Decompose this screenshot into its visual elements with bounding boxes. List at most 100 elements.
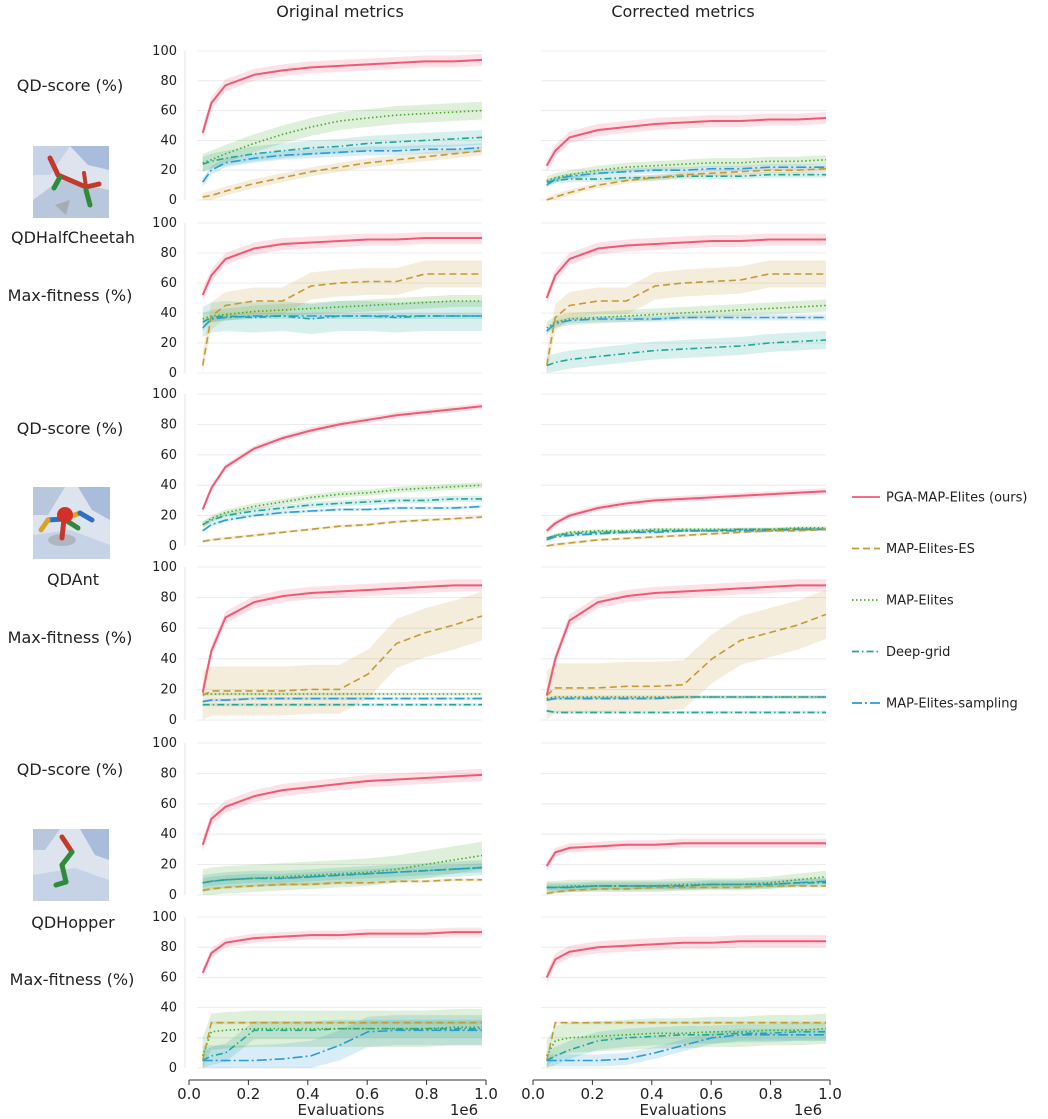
line-map-elites <box>546 159 827 182</box>
x-tick-label: 0.6 <box>355 1085 379 1103</box>
panel-qdant-max-fitness-original-metrics: 0 20 40 60 80 100 <box>152 560 483 728</box>
y-tick-label: 100 <box>152 216 177 231</box>
band-deep-grid <box>202 130 482 172</box>
y-tick-label: 80 <box>160 940 177 955</box>
band-map-elites <box>546 299 826 334</box>
band-pga-map-elites-ours <box>202 927 482 978</box>
line-pga-map-elites-ours <box>545 842 826 867</box>
row-label-ant-qd: QD-score (%) <box>17 419 123 438</box>
panel-qdant-qd-score-original-metrics: 0 20 40 60 80 100 <box>152 387 483 554</box>
band-map-elites-es <box>202 146 482 200</box>
y-tick-label: 80 <box>160 591 177 606</box>
line-map-elites-sampling <box>546 696 826 701</box>
band-deep-grid <box>202 1019 482 1068</box>
band-map-elites-es <box>546 165 826 200</box>
env-label-hopper: QDHopper <box>31 913 115 932</box>
x-multiplier-original: 1e6 <box>450 1101 478 1119</box>
y-tick-label: 100 <box>152 736 177 751</box>
line-map-elites-sampling <box>202 697 482 703</box>
panel-qdhopper-qd-score-corrected-metrics <box>541 742 827 896</box>
band-pga-map-elites-ours <box>546 112 826 172</box>
legend-label: MAP-Elites-ES <box>886 542 975 557</box>
panel-grid: 0 20 40 60 80 100 0 20 40 60 80 100 0 20 40 60 80 100 0 20 4… <box>152 44 827 1076</box>
line-map-elites-sampling <box>202 505 483 532</box>
halfcheetah-thumbnail-icon <box>33 146 109 218</box>
legend-label: PGA-MAP-Elites (ours) <box>886 491 1027 506</box>
y-tick-label: 20 <box>160 1031 177 1046</box>
legend: PGA-MAP-Elites (ours) MAP-Elites-ES MAP-El… <box>852 491 1027 712</box>
y-tick-label: 0 <box>169 539 177 554</box>
line-map-elites-es <box>546 528 827 547</box>
band-map-elites <box>202 101 482 172</box>
y-tick-label: 60 <box>160 104 177 119</box>
line-map-elites <box>546 876 827 889</box>
line-map-elites-es <box>545 1021 826 1061</box>
line-pga-map-elites-ours <box>201 773 483 846</box>
x-tick-label: 0.8 <box>759 1085 783 1103</box>
row-label-hopper-max: Max-fitness (%) <box>10 970 135 989</box>
line-map-elites <box>201 1026 482 1057</box>
legend-label: Deep-grid <box>886 645 950 660</box>
x-tick-label: 1.0 <box>474 1085 498 1103</box>
hopper-thumbnail-icon <box>33 829 109 901</box>
x-tick-label: 0.6 <box>699 1085 723 1103</box>
line-deep-grid <box>546 1031 826 1062</box>
line-map-elites-es <box>546 167 827 201</box>
panel-qdhalfcheetah-qd-score-corrected-metrics <box>541 50 827 201</box>
line-map-elites <box>202 109 483 164</box>
line-pga-map-elites-ours <box>201 405 483 510</box>
line-deep-grid <box>202 136 483 165</box>
x-multiplier-corrected: 1e6 <box>794 1101 822 1119</box>
line-map-elites <box>546 527 826 540</box>
line-map-elites-es <box>202 516 483 543</box>
line-map-elites-es <box>202 879 482 892</box>
band-map-elites <box>546 1013 826 1068</box>
line-map-elites <box>546 1027 827 1057</box>
y-tick-label: 0 <box>169 193 177 208</box>
x-axes: 0.0 0.2 0.4 0.6 0.8 1.0 0.0 0.2 0.4 0.6 0.8 1.0 <box>177 1079 842 1103</box>
line-map-elites-sampling <box>546 316 826 332</box>
x-tick-label: 0.2 <box>236 1085 260 1103</box>
column-title-corrected: Corrected metrics <box>611 2 754 21</box>
line-deep-grid <box>202 315 482 323</box>
panel-qdhopper-max-fitness-corrected-metrics <box>541 916 827 1069</box>
y-tick-label: 20 <box>160 682 177 697</box>
y-tick-label: 60 <box>160 448 177 463</box>
band-deep-grid <box>546 527 826 540</box>
band-pga-map-elites-ours <box>546 233 826 304</box>
band-pga-map-elites-ours <box>202 579 482 699</box>
panel-qdhopper-qd-score-original-metrics: 0 20 40 60 80 100 <box>152 736 483 903</box>
line-map-elites-es <box>546 885 826 895</box>
band-map-elites-es <box>202 591 482 720</box>
row-label-ant-max: Max-fitness (%) <box>8 628 133 647</box>
y-tick-label: 40 <box>160 652 177 667</box>
y-tick-label: 0 <box>169 366 177 381</box>
band-pga-map-elites-ours <box>202 54 482 139</box>
band-pga-map-elites-ours <box>546 579 826 702</box>
line-map-elites-es <box>202 150 483 198</box>
band-deep-grid <box>202 495 482 528</box>
line-deep-grid <box>546 339 827 367</box>
panel-qdhalfcheetah-qd-score-original-metrics: 0 20 40 60 80 100 <box>152 44 483 208</box>
legend-item-deep-grid: Deep-grid <box>852 645 950 660</box>
band-map-elites-sampling <box>202 143 482 187</box>
line-map-elites <box>202 300 482 320</box>
line-map-elites-sampling <box>546 1034 826 1062</box>
line-pga-map-elites-ours <box>545 238 826 299</box>
y-tick-label: 20 <box>160 336 177 351</box>
y-tick-label: 20 <box>160 163 177 178</box>
line-map-elites-sampling <box>546 166 826 186</box>
y-tick-label: 100 <box>152 910 177 925</box>
x-tick-label: 0.8 <box>415 1085 439 1103</box>
x-tick-label: 0.0 <box>521 1085 545 1103</box>
line-pga-map-elites-ours <box>201 58 483 134</box>
line-deep-grid <box>546 528 826 540</box>
band-map-elites <box>546 870 826 894</box>
panel-qdhalfcheetah-max-fitness-original-metrics: 0 20 40 60 80 100 <box>152 216 482 381</box>
band-map-elites-sampling <box>546 1028 826 1067</box>
y-tick-label: 20 <box>160 858 177 873</box>
band-map-elites <box>546 155 826 186</box>
band-pga-map-elites-ours <box>202 768 482 851</box>
legend-item-map-elites-es: MAP-Elites-ES <box>852 542 975 557</box>
